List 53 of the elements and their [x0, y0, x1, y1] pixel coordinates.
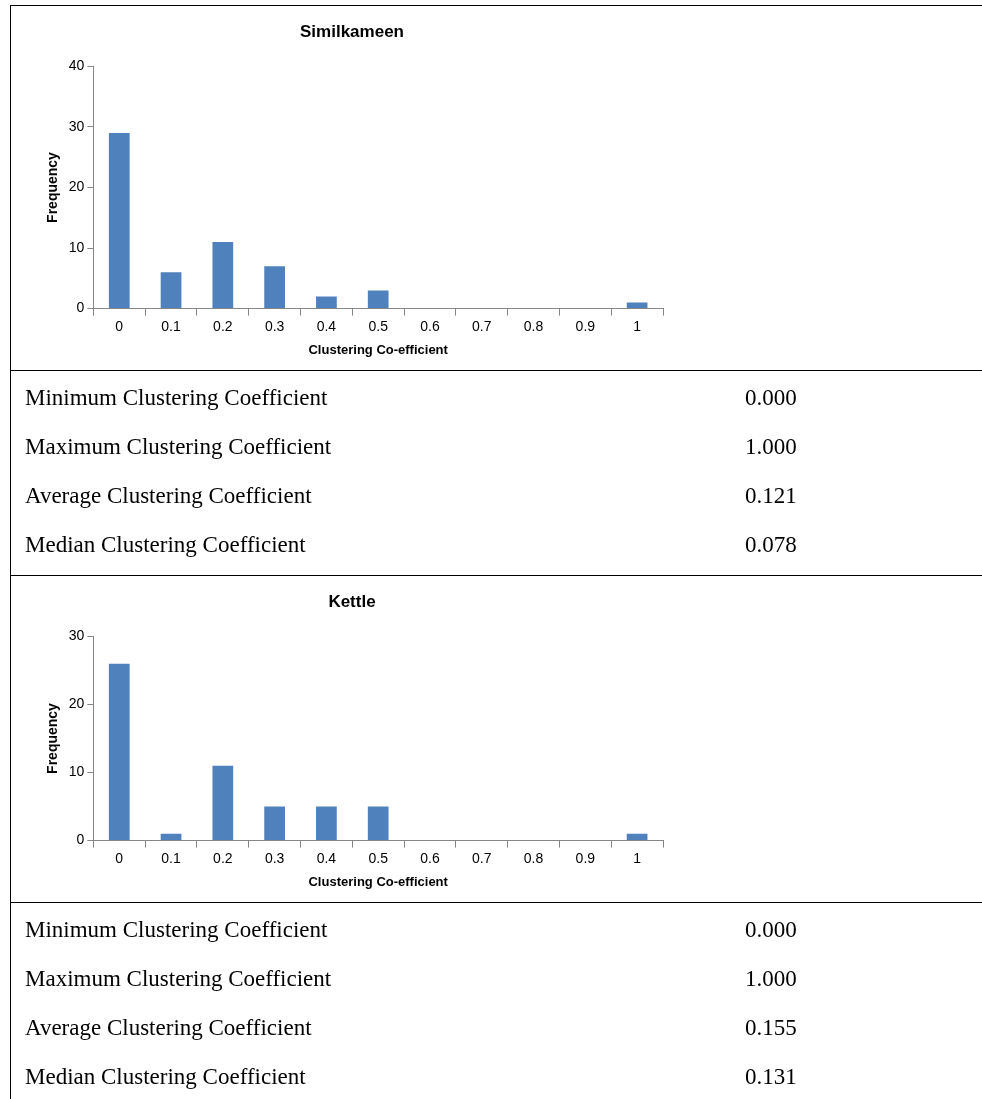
- text: Median Clustering Coefficient: [24, 531, 307, 558]
- text: Minimum Clustering Coefficient: [24, 916, 329, 943]
- x-axis-title: Clustering Co-efficient: [308, 873, 449, 889]
- x-tick-label: 0.6: [420, 317, 440, 334]
- y-tick-label: 0: [76, 831, 85, 848]
- text: 0.131: [745, 1063, 798, 1090]
- x-tick-label: 1: [633, 317, 642, 334]
- x-tick-label: 0.7: [472, 849, 492, 866]
- text: 0.000: [745, 384, 798, 411]
- chart-title: Kettle: [328, 591, 376, 611]
- y-axis-title: Frequency: [44, 702, 61, 774]
- y-tick-label: 30: [68, 627, 85, 644]
- x-tick-label: 0: [115, 317, 124, 334]
- x-tick-label: 0.3: [264, 849, 285, 866]
- text: Average Clustering Coefficient: [24, 1014, 313, 1041]
- x-tick-label: 0.1: [161, 849, 181, 866]
- text: Maximum Clustering Coefficient: [24, 965, 333, 992]
- x-axis-title: Clustering Co-efficient: [308, 341, 449, 357]
- text: 0.000: [745, 916, 798, 943]
- x-tick-label: 0.3: [264, 317, 285, 334]
- text: Maximum Clustering Coefficient: [24, 433, 333, 460]
- y-tick-label: 0: [76, 299, 85, 316]
- x-tick-label: 0.5: [368, 849, 389, 866]
- y-tick-label: 10: [68, 238, 85, 255]
- x-tick-label: 1: [633, 849, 642, 866]
- text: 0.078: [745, 531, 798, 558]
- text: 0.121: [745, 482, 798, 509]
- x-tick-label: 0.5: [368, 317, 389, 334]
- x-tick-label: 0.2: [213, 317, 233, 334]
- x-tick-label: 0.6: [420, 849, 440, 866]
- chart-title: Similkameen: [300, 21, 404, 41]
- y-tick-label: 20: [68, 695, 85, 712]
- text: 1.000: [745, 433, 798, 460]
- x-tick-label: 0.8: [523, 849, 544, 866]
- text: Average Clustering Coefficient: [24, 482, 313, 509]
- y-tick-label: 40: [68, 57, 85, 74]
- x-tick-label: 0.2: [213, 849, 233, 866]
- text: 0.155: [745, 1014, 798, 1041]
- x-tick-label: 0.9: [575, 317, 596, 334]
- text: Median Clustering Coefficient: [24, 1063, 307, 1090]
- text: 1.000: [745, 965, 798, 992]
- x-tick-label: 0.7: [472, 317, 492, 334]
- x-tick-label: 0: [115, 849, 124, 866]
- x-tick-label: 0.4: [316, 317, 337, 334]
- x-tick-label: 0.9: [575, 849, 596, 866]
- x-tick-label: 0.8: [523, 317, 544, 334]
- x-tick-label: 0.4: [316, 849, 337, 866]
- text: Minimum Clustering Coefficient: [24, 384, 329, 411]
- y-tick-label: 30: [68, 117, 85, 134]
- y-tick-label: 10: [68, 763, 85, 780]
- y-axis-title: Frequency: [44, 151, 61, 223]
- x-tick-label: 0.1: [161, 317, 181, 334]
- y-tick-label: 20: [68, 178, 85, 195]
